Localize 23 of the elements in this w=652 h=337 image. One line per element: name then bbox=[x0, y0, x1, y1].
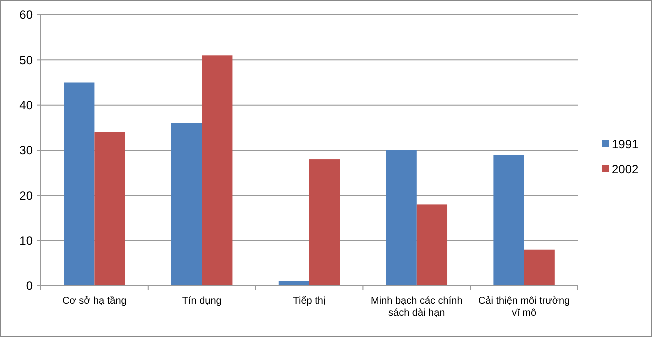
y-tick-label: 30 bbox=[20, 144, 34, 158]
bar bbox=[202, 56, 233, 286]
x-tick-label: Tín dụng bbox=[182, 296, 222, 307]
bar bbox=[171, 123, 202, 286]
y-tick-label: 60 bbox=[20, 8, 34, 22]
bar bbox=[524, 250, 555, 286]
bar bbox=[310, 160, 340, 286]
legend-label: 1991 bbox=[612, 138, 640, 152]
legend-label: 2002 bbox=[612, 162, 640, 177]
x-tick-label: Cơ sở hạ tầng bbox=[62, 296, 127, 307]
y-tick-label: 20 bbox=[20, 188, 34, 203]
x-tick-label: Cải thiện môi trường vĩ mô bbox=[478, 296, 570, 319]
bar bbox=[494, 155, 524, 286]
bar bbox=[64, 82, 95, 286]
y-tick-label: 50 bbox=[20, 53, 34, 68]
bar bbox=[386, 150, 417, 286]
x-tick-label: Minh bạch các chính sách dài hạn bbox=[371, 296, 463, 319]
y-tick-label: 40 bbox=[20, 98, 34, 113]
bar bbox=[94, 132, 126, 286]
x-tick-label: Tiếp thị bbox=[293, 296, 326, 307]
y-tick-label: 0 bbox=[26, 279, 34, 294]
bar bbox=[416, 204, 448, 286]
y-tick-label: 10 bbox=[20, 234, 34, 248]
